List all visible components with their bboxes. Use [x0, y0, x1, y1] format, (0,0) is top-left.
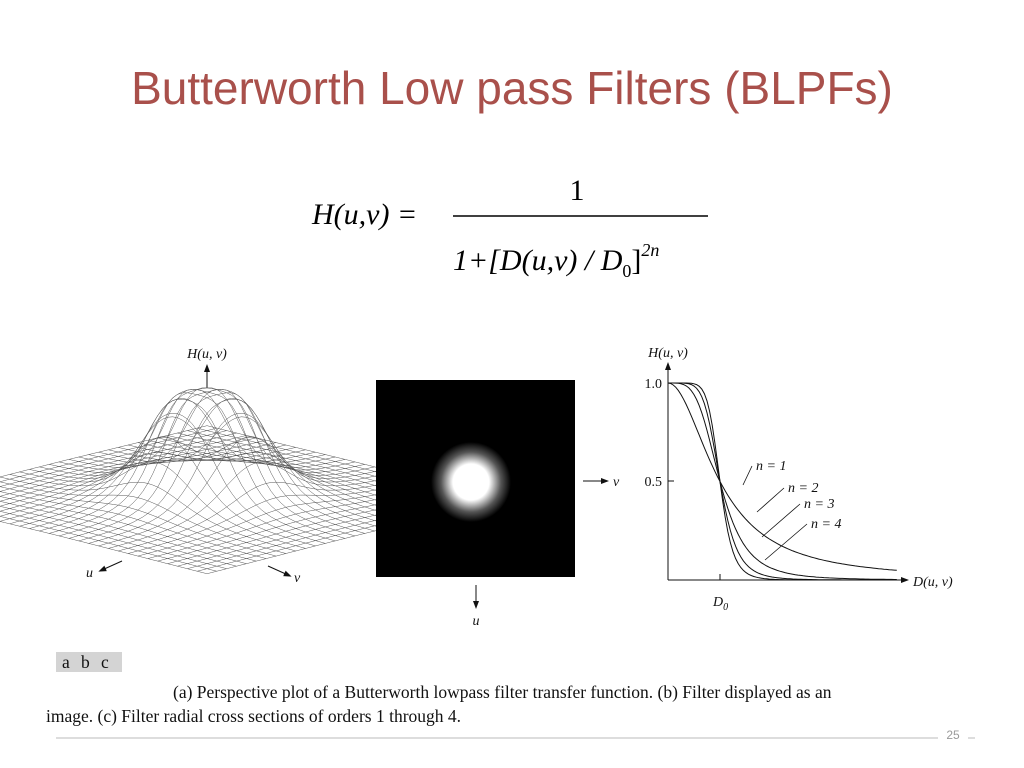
- tick-label: 0.5: [645, 475, 663, 490]
- label-leader: [756, 487, 785, 513]
- mesh-line: [29, 412, 326, 544]
- denominator-subscript: 0: [622, 261, 631, 281]
- tag-box: [56, 652, 122, 672]
- formula-numerator: 1: [570, 174, 585, 207]
- panel-tag: a: [62, 652, 70, 672]
- page-number: 25: [946, 728, 960, 742]
- label-leader: [764, 523, 808, 561]
- filter-curve: [668, 382, 897, 580]
- curve-label: n = 4: [811, 517, 841, 532]
- mesh-line: [0, 501, 247, 564]
- formula-lhs: H(u,v) =: [311, 198, 417, 231]
- mesh-line: [0, 430, 227, 487]
- tick-label: D0: [712, 595, 728, 613]
- mesh-line: [0, 437, 257, 502]
- formula-denominator: 1+[D(u,v) / D0]2n: [453, 240, 659, 281]
- tick-text: D: [712, 595, 723, 610]
- bracket-close: ]: [631, 244, 641, 277]
- filter-curve: [668, 382, 897, 581]
- mesh-line: [0, 511, 227, 569]
- axis-label: u: [86, 566, 93, 581]
- filter-curve: [667, 382, 897, 571]
- tick-label: 1.0: [645, 377, 663, 392]
- mesh-line: [0, 521, 208, 574]
- mesh-line: [58, 389, 356, 537]
- caption-line: (a) Perspective plot of a Butterworth lo…: [173, 682, 832, 702]
- exponent: 2n: [641, 240, 659, 260]
- formula: H(u,v) = 1 1+[D(u,v) / D0]2n: [311, 174, 708, 281]
- caption-line: image. (c) Filter radial cross sections …: [46, 706, 461, 726]
- mesh-line: [88, 412, 385, 544]
- axis-arrow: [98, 560, 123, 572]
- slide-title: Butterworth Low pass Filters (BLPFs): [131, 62, 893, 114]
- axis-label: D(u, v): [912, 575, 953, 590]
- mesh-line: [0, 444, 286, 517]
- denominator-text: 1+[D(u,v) / D: [453, 244, 623, 277]
- mesh-line: [0, 481, 286, 554]
- filter-curve: [668, 382, 897, 581]
- label-leader: [761, 503, 801, 538]
- axis-label: H(u, v): [186, 347, 227, 362]
- mesh-line: [0, 506, 237, 567]
- mesh-line: [0, 486, 277, 557]
- axis-label: u: [473, 614, 480, 629]
- filter-image: v u: [376, 380, 620, 629]
- panel-tags: a b c: [56, 652, 122, 672]
- panel-tag: b: [81, 652, 90, 672]
- panel-tag: c: [101, 652, 109, 672]
- axis-label: v: [294, 571, 301, 586]
- tick-subscript: 0: [723, 602, 728, 613]
- mesh-line: [0, 516, 217, 572]
- curve-label: n = 1: [756, 459, 786, 474]
- axis-label: H(u, v): [647, 346, 688, 361]
- axis-arrow: [267, 565, 292, 577]
- mesh-line: [0, 491, 267, 559]
- number-backdrop: [938, 727, 968, 743]
- curve-label: n = 2: [788, 481, 818, 496]
- cross-section-plot: H(u, v) 1.0 0.5 D0 D(u, v) n = 1n = 2n =…: [645, 346, 953, 613]
- label-leader: [742, 465, 753, 486]
- axis-label: v: [613, 475, 620, 490]
- mesh-line: [58, 389, 356, 537]
- mesh-line: [0, 435, 247, 497]
- filter-spot: [431, 442, 511, 522]
- curve-label: n = 3: [804, 497, 834, 512]
